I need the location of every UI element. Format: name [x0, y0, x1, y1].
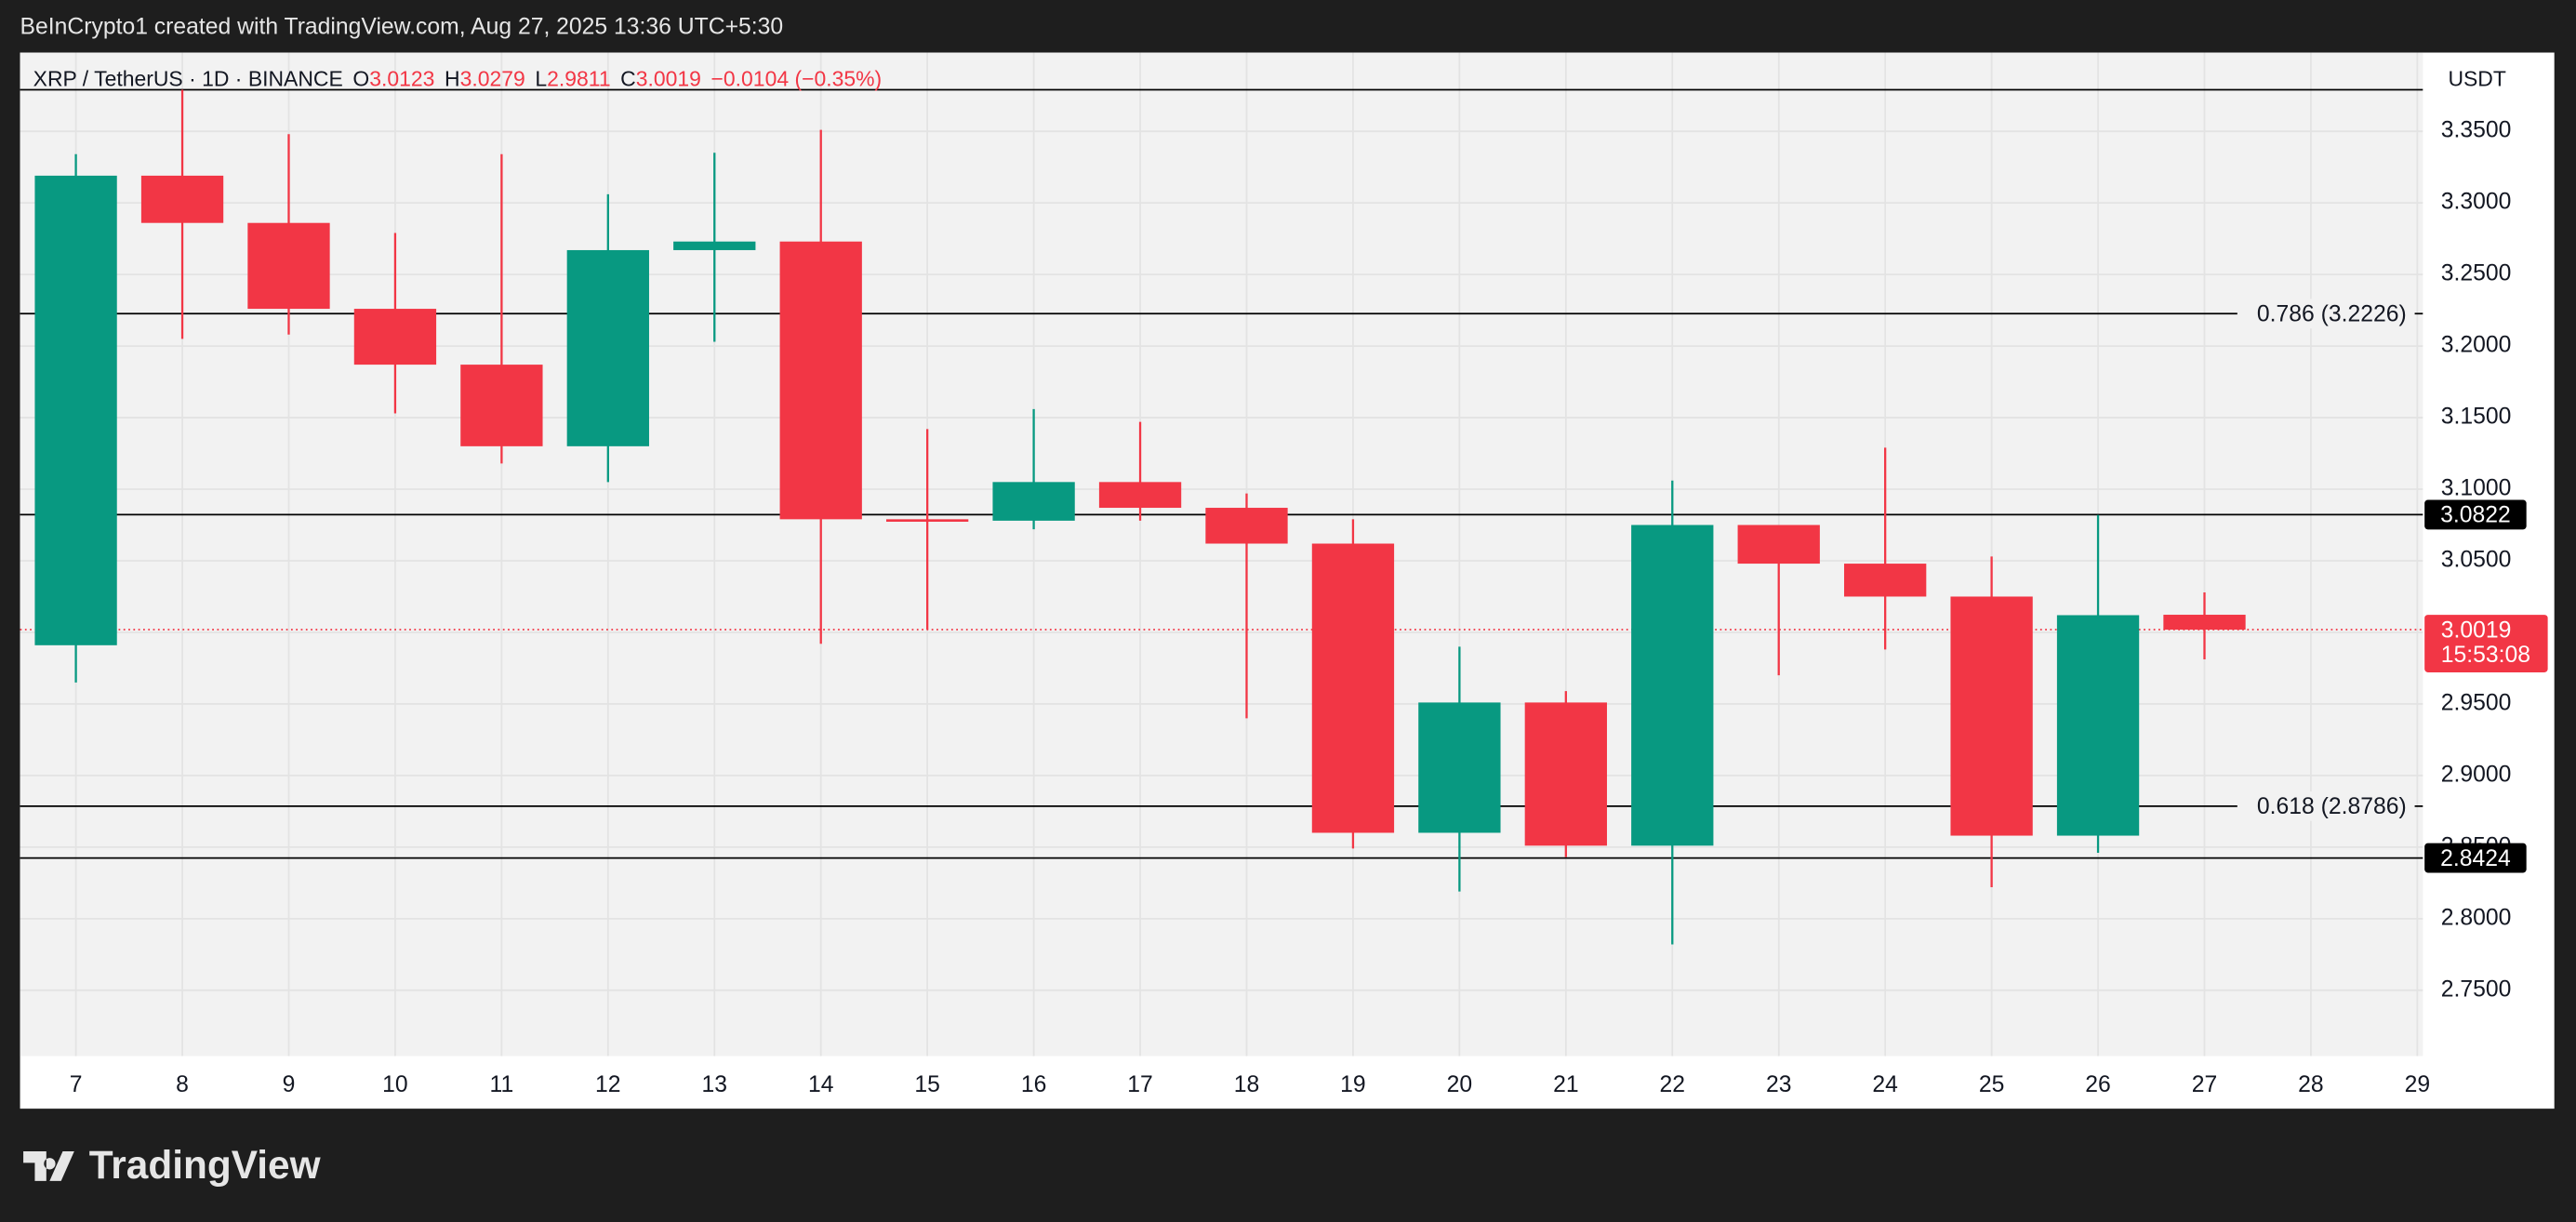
y-tick-label: 2.8000	[2441, 905, 2512, 930]
x-tick-label: 8	[176, 1072, 189, 1097]
x-tick-label: 10	[382, 1072, 408, 1097]
plot	[20, 52, 2423, 1056]
level-label: 0.618 (2.8786)	[2257, 794, 2407, 819]
legend-value: 3.0123	[369, 67, 434, 91]
y-tick-label: 3.1500	[2441, 405, 2512, 430]
legend-value: 2.9811	[547, 67, 610, 91]
legend-letter: H	[445, 67, 460, 91]
x-tick-label: 26	[2085, 1072, 2111, 1097]
plot-area	[20, 52, 2423, 1056]
y-tick-label: 3.3000	[2441, 190, 2512, 215]
y-tick-label: 3.0500	[2441, 548, 2512, 573]
candle-body	[1311, 543, 1395, 833]
y-tick-label: 2.9000	[2441, 762, 2512, 787]
candle-body	[34, 175, 117, 645]
x-tick-label: 23	[1766, 1072, 1792, 1097]
x-tick-label: 20	[1447, 1072, 1473, 1097]
legend-value: 3.0019	[636, 67, 701, 91]
y-tick-label: 2.7500	[2441, 976, 2512, 1002]
level-label-bg	[2237, 299, 2415, 329]
level-box	[2424, 499, 2527, 530]
x-tick-label: 19	[1340, 1072, 1366, 1097]
candle-body	[1950, 596, 2033, 836]
candle-body	[1418, 702, 1501, 833]
level-box	[2424, 843, 2527, 873]
y-tick-label: 3.2000	[2441, 333, 2512, 358]
level-label: 0.786 (3.2226)	[2257, 302, 2407, 327]
price-box	[2424, 615, 2548, 672]
candle-body	[2163, 615, 2246, 631]
legend-letter: L	[535, 67, 547, 91]
currency: USDT	[2448, 67, 2505, 91]
candle-body	[886, 519, 969, 523]
candle-body	[1098, 482, 1182, 509]
candle-body	[2056, 615, 2140, 836]
x-tick-label: 25	[1979, 1072, 2005, 1097]
x-tick-label: 29	[2405, 1072, 2431, 1097]
candle-body	[566, 249, 649, 446]
x-tick-label: 22	[1660, 1072, 1686, 1097]
candle-body	[140, 175, 224, 223]
x-tick-label: 9	[283, 1072, 296, 1097]
candle-body	[1844, 564, 1927, 597]
legend-change: −0.0104 (−0.35%)	[711, 67, 883, 91]
x-tick-label: 28	[2298, 1072, 2324, 1097]
footer-logo: TradingView	[23, 1143, 322, 1187]
price-countdown: 15:53:08	[2441, 643, 2530, 668]
candle-body	[460, 365, 543, 446]
candle-body	[1524, 702, 1607, 846]
x-tick-label: 27	[2192, 1072, 2218, 1097]
candle-body	[673, 241, 756, 250]
x-tick-label: 12	[595, 1072, 621, 1097]
header-text: BeInCrypto1 created with TradingView.com…	[20, 15, 784, 40]
price-box-label: 3.0019	[2441, 618, 2512, 643]
x-tick-label: 15	[914, 1072, 940, 1097]
x-tick-label: 11	[490, 1072, 514, 1097]
logo-icon	[23, 1151, 74, 1181]
y-tick-label: 3.1000	[2441, 476, 2512, 501]
x-tick-label: 24	[1872, 1072, 1898, 1097]
level-box-label: 3.0822	[2440, 503, 2511, 528]
legend-letter: O	[352, 67, 369, 91]
legend-value: 3.0279	[460, 67, 525, 91]
y-tick-label: 3.3500	[2441, 118, 2512, 143]
x-tick-label: 14	[808, 1072, 834, 1097]
candle-body	[247, 222, 330, 310]
legend-letter: C	[620, 67, 636, 91]
x-tick-label: 18	[1234, 1072, 1260, 1097]
level-box-label: 2.8424	[2440, 846, 2511, 871]
x-tick-label: 7	[70, 1072, 83, 1097]
y-tick-label: 2.9500	[2441, 690, 2512, 715]
x-tick-label: 13	[702, 1072, 728, 1097]
candle-body	[1631, 525, 1714, 846]
y-tick-label: 3.2500	[2441, 261, 2512, 286]
candle-body	[779, 241, 862, 520]
candle-body	[353, 309, 437, 365]
legend-symbol: XRP / TetherUS · 1D · BINANCE	[33, 67, 343, 91]
x-tick-label: 21	[1553, 1072, 1579, 1097]
candle-body	[1205, 508, 1288, 544]
candle-body	[992, 482, 1075, 521]
x-tick-label: 16	[1021, 1072, 1047, 1097]
legend: XRP / TetherUS · 1D · BINANCE O3.0123 H3.0…	[33, 67, 882, 91]
candle-body	[1737, 525, 1820, 565]
x-tick-label: 17	[1127, 1072, 1153, 1097]
level-label-bg	[2237, 790, 2415, 821]
logo-text: TradingView	[89, 1143, 322, 1187]
